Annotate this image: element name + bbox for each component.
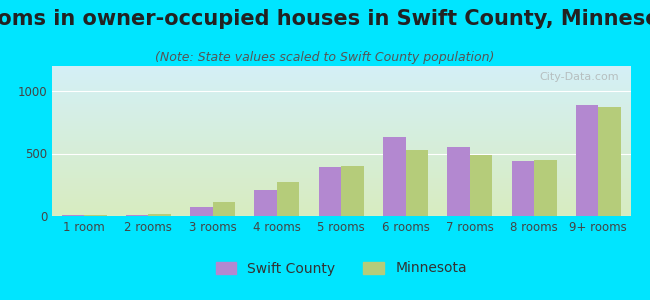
Bar [470,155,492,216]
Bar [341,166,364,216]
Bar [126,215,148,216]
Bar [277,182,300,216]
Bar [62,215,84,216]
Bar [512,161,534,216]
Bar [534,160,556,216]
Bar [148,214,171,216]
Bar [447,147,470,216]
Text: City-Data.com: City-Data.com [540,72,619,82]
Bar [255,190,277,216]
Bar [213,202,235,216]
Bar [190,207,213,216]
Bar [599,107,621,216]
Bar [406,150,428,216]
Legend: Swift County, Minnesota: Swift County, Minnesota [210,256,473,281]
Text: Rooms in owner-occupied houses in Swift County, Minnesota: Rooms in owner-occupied houses in Swift … [0,9,650,29]
Bar [318,167,341,216]
Bar [576,105,599,216]
Bar [84,215,107,216]
Bar [383,137,406,216]
Text: (Note: State values scaled to Swift County population): (Note: State values scaled to Swift Coun… [155,51,495,64]
